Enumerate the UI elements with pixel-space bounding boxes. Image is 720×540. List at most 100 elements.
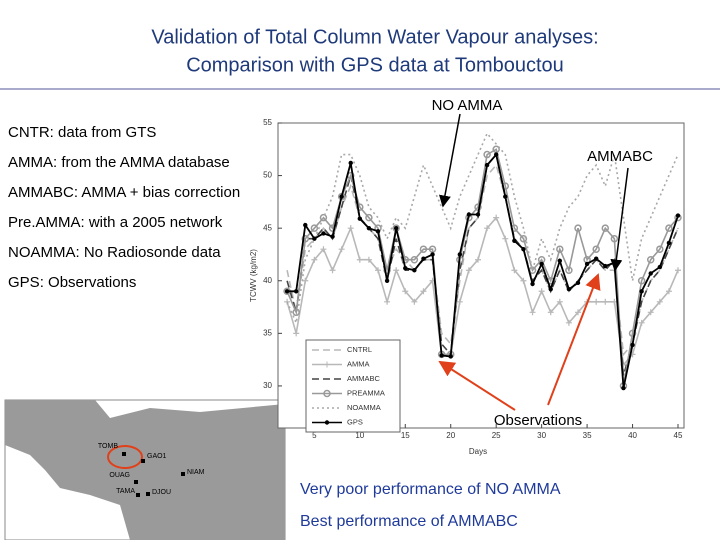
definition-term: NOAMMA (8, 244, 76, 261)
definition: NOAMMA: No Radiosonde data (8, 244, 221, 261)
point (339, 194, 344, 199)
station (134, 480, 138, 484)
point (483, 150, 491, 159)
point (575, 280, 581, 286)
point (656, 298, 663, 305)
point (302, 277, 309, 284)
point (574, 224, 582, 232)
point (419, 245, 428, 253)
x-tick-label: 30 (537, 431, 546, 440)
arrow (547, 273, 601, 406)
point (357, 216, 363, 221)
point (603, 263, 608, 269)
point (521, 247, 526, 252)
point (365, 213, 373, 222)
point (328, 224, 337, 232)
point (484, 162, 490, 168)
definition: GPS: Observations (8, 274, 136, 291)
point (448, 354, 453, 359)
station-label: OUAG (109, 472, 130, 479)
point (529, 309, 536, 316)
legend-label: AMMA (347, 359, 370, 368)
point (293, 330, 300, 337)
point (601, 224, 610, 232)
conclusion: Very poor performance of NO AMMA (300, 481, 561, 498)
arrow (439, 113, 461, 208)
point (401, 255, 410, 264)
x-tick-label: 35 (583, 431, 592, 440)
point (366, 225, 372, 231)
y-tick-label: 35 (263, 328, 272, 337)
point (566, 286, 572, 292)
point (665, 288, 672, 295)
map (4, 399, 286, 540)
point (439, 353, 444, 358)
station-label: DJOU (152, 489, 171, 496)
point (556, 298, 563, 305)
point (639, 289, 644, 294)
annotation: Observations (494, 412, 582, 429)
point (493, 214, 500, 221)
point (356, 256, 363, 263)
point (503, 194, 508, 199)
x-tick-label: 15 (401, 431, 410, 440)
legend-label: CNTRL (347, 345, 372, 354)
point (310, 224, 319, 232)
legend-label: PREAMMA (347, 388, 385, 397)
definition: AMMABC: AMMA + bias correction (8, 184, 240, 201)
arrow (610, 167, 629, 272)
station-label: TAMA (116, 488, 135, 495)
point (548, 286, 553, 292)
point (383, 266, 391, 274)
point (347, 225, 354, 232)
point (530, 281, 535, 287)
point (646, 255, 655, 264)
point (665, 224, 673, 232)
point (319, 213, 328, 222)
point (411, 298, 418, 305)
station-label: GAO1 (147, 453, 167, 460)
definition-text: : Observations (40, 274, 137, 291)
definition-text: : data from GTS (50, 124, 157, 141)
point (638, 319, 645, 326)
point (557, 258, 563, 263)
y-tick-label: 55 (263, 118, 272, 127)
point (565, 266, 573, 274)
point (610, 234, 619, 243)
definition: Pre.AMMA: with a 2005 network (8, 214, 223, 231)
point (602, 298, 609, 305)
legend-label: NOAMMA (347, 403, 381, 412)
definition: AMMA: from the AMMA database (8, 154, 230, 171)
x-tick-label: 5 (312, 431, 317, 440)
y-tick-label: 45 (263, 223, 272, 232)
annotation: NO AMMA (432, 97, 503, 114)
point (466, 212, 472, 217)
point (293, 289, 299, 294)
point (330, 234, 335, 239)
series-line (286, 132, 679, 326)
point (428, 245, 437, 253)
point (512, 238, 517, 243)
title-rule (0, 88, 720, 90)
point (593, 256, 599, 261)
point (375, 229, 381, 234)
point (393, 225, 399, 231)
point (519, 234, 528, 243)
x-tick-label: 25 (492, 431, 501, 440)
conclusion: Best performance of AMMABC (300, 513, 518, 530)
point (648, 271, 653, 276)
x-tick-label: 40 (628, 431, 637, 440)
point (465, 267, 472, 274)
point (502, 235, 509, 242)
legend-swatch (323, 389, 331, 398)
point (538, 288, 545, 295)
point (284, 289, 290, 294)
point (384, 298, 391, 305)
definition-term: Pre.AMMA (8, 214, 81, 231)
point (593, 298, 600, 305)
x-tick-label: 20 (446, 431, 455, 440)
point (321, 231, 326, 236)
point (637, 277, 646, 285)
point (410, 255, 419, 264)
point (666, 240, 672, 246)
